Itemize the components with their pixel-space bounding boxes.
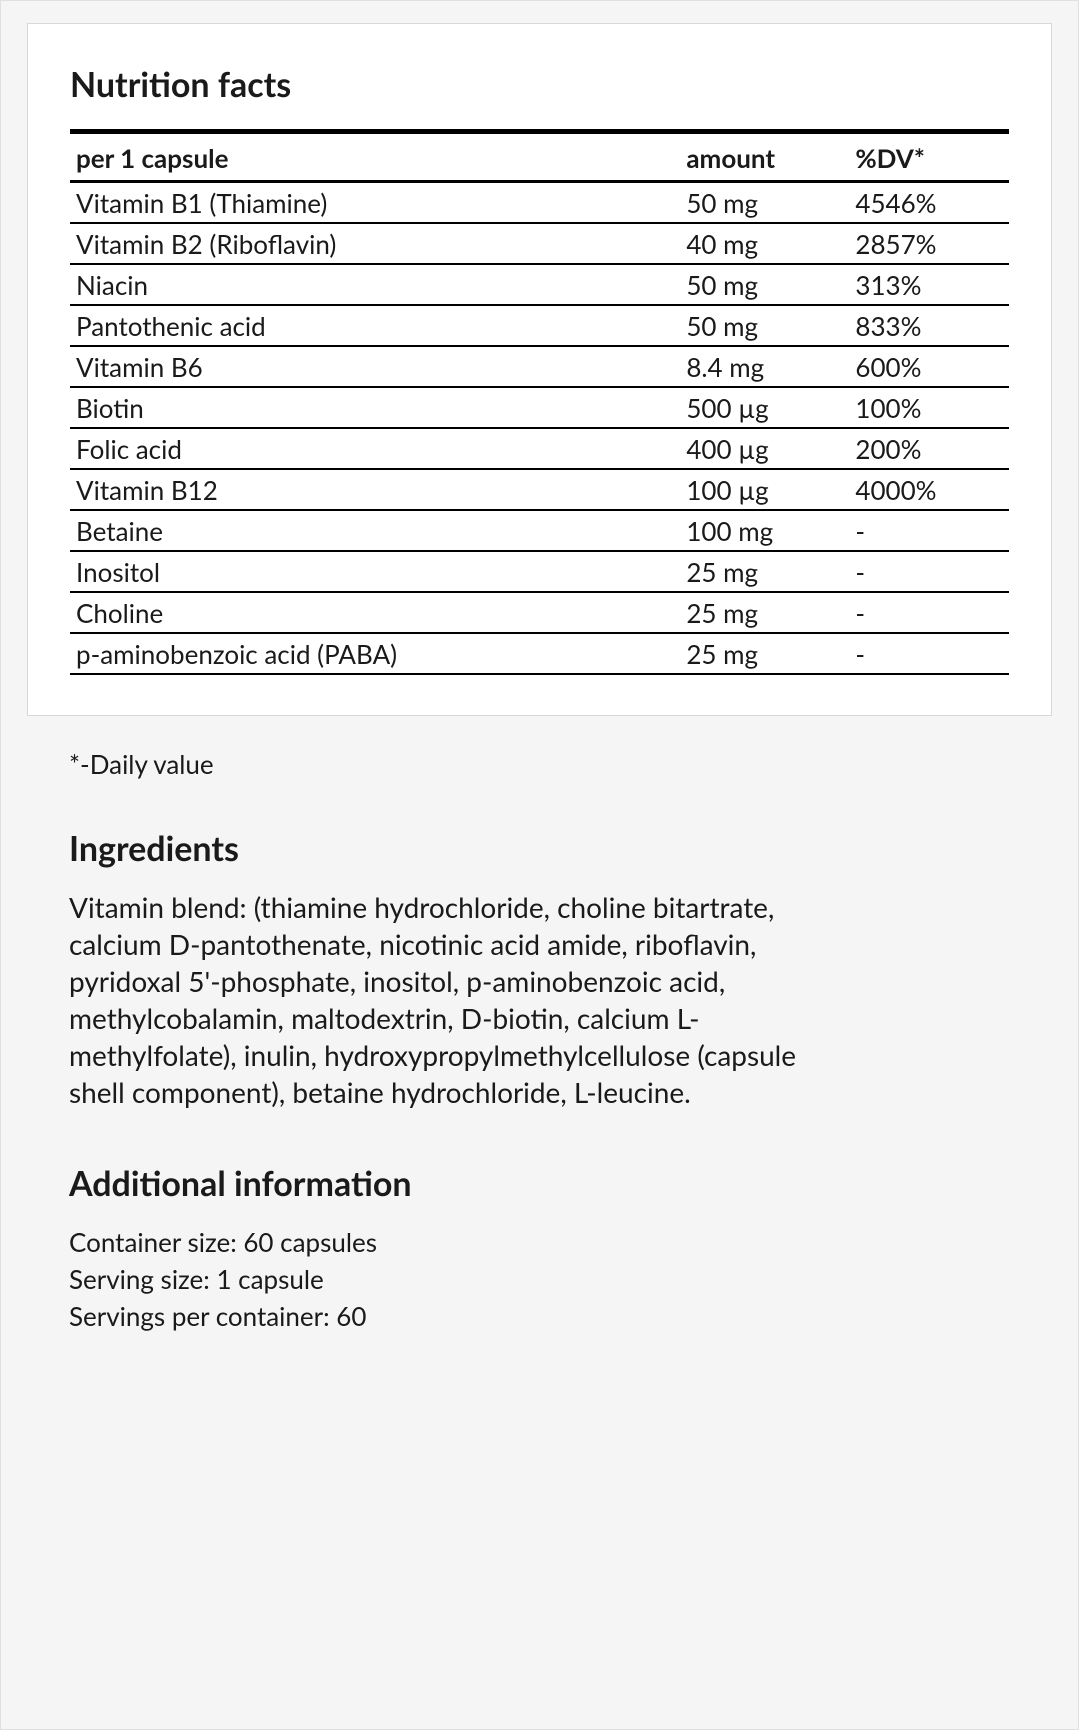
cell-name: Vitamin B12	[70, 469, 680, 510]
table-row: Biotin500 µg100%	[70, 387, 1009, 428]
cell-amount: 100 mg	[680, 510, 849, 551]
servings-per-container: Servings per container: 60	[69, 1298, 1010, 1335]
table-row: Vitamin B12100 µg4000%	[70, 469, 1009, 510]
cell-name: Pantothenic acid	[70, 305, 680, 346]
cell-amount: 25 mg	[680, 592, 849, 633]
cell-amount: 100 µg	[680, 469, 849, 510]
cell-dv: 833%	[849, 305, 1009, 346]
cell-amount: 50 mg	[680, 305, 849, 346]
nutrition-table: per 1 capsule amount %DV* Vitamin B1 (Th…	[70, 129, 1009, 675]
col-header-amount: amount	[680, 132, 849, 182]
table-row: Vitamin B68.4 mg600%	[70, 346, 1009, 387]
cell-name: Niacin	[70, 264, 680, 305]
below-panel: *-Daily value Ingredients Vitamin blend:…	[1, 748, 1078, 1374]
cell-name: Inositol	[70, 551, 680, 592]
cell-amount: 25 mg	[680, 551, 849, 592]
cell-dv: 4000%	[849, 469, 1009, 510]
ingredients-text: Vitamin blend: (thiamine hydrochloride, …	[69, 889, 829, 1111]
cell-dv: 600%	[849, 346, 1009, 387]
dv-footnote: *-Daily value	[69, 748, 1010, 780]
col-header-per: per 1 capsule	[70, 132, 680, 182]
cell-name: Biotin	[70, 387, 680, 428]
cell-name: Vitamin B2 (Riboflavin)	[70, 223, 680, 264]
container-size: Container size: 60 capsules	[69, 1224, 1010, 1261]
cell-amount: 8.4 mg	[680, 346, 849, 387]
ingredients-title: Ingredients	[69, 828, 1010, 869]
cell-dv: 200%	[849, 428, 1009, 469]
table-row: Betaine100 mg-	[70, 510, 1009, 551]
table-row: Vitamin B2 (Riboflavin)40 mg2857%	[70, 223, 1009, 264]
cell-dv: -	[849, 633, 1009, 674]
table-row: Niacin50 mg313%	[70, 264, 1009, 305]
cell-amount: 50 mg	[680, 182, 849, 224]
cell-dv: 100%	[849, 387, 1009, 428]
nutrition-panel: Nutrition facts per 1 capsule amount %DV…	[27, 23, 1052, 716]
cell-name: Betaine	[70, 510, 680, 551]
cell-amount: 40 mg	[680, 223, 849, 264]
cell-amount: 25 mg	[680, 633, 849, 674]
cell-name: p-aminobenzoic acid (PABA)	[70, 633, 680, 674]
cell-dv: 2857%	[849, 223, 1009, 264]
table-header-row: per 1 capsule amount %DV*	[70, 132, 1009, 182]
cell-name: Vitamin B1 (Thiamine)	[70, 182, 680, 224]
page-container: Nutrition facts per 1 capsule amount %DV…	[0, 0, 1079, 1730]
cell-name: Folic acid	[70, 428, 680, 469]
additional-title: Additional information	[69, 1163, 1010, 1204]
cell-amount: 500 µg	[680, 387, 849, 428]
cell-amount: 50 mg	[680, 264, 849, 305]
cell-dv: 4546%	[849, 182, 1009, 224]
cell-name: Vitamin B6	[70, 346, 680, 387]
cell-dv: -	[849, 510, 1009, 551]
col-header-dv: %DV*	[849, 132, 1009, 182]
cell-dv: -	[849, 551, 1009, 592]
table-row: Pantothenic acid50 mg833%	[70, 305, 1009, 346]
serving-size: Serving size: 1 capsule	[69, 1261, 1010, 1298]
table-row: Folic acid400 µg200%	[70, 428, 1009, 469]
cell-name: Choline	[70, 592, 680, 633]
table-row: Choline25 mg-	[70, 592, 1009, 633]
table-row: Vitamin B1 (Thiamine)50 mg4546%	[70, 182, 1009, 224]
table-row: Inositol25 mg-	[70, 551, 1009, 592]
table-row: p-aminobenzoic acid (PABA)25 mg-	[70, 633, 1009, 674]
cell-dv: -	[849, 592, 1009, 633]
cell-amount: 400 µg	[680, 428, 849, 469]
nutrition-title: Nutrition facts	[70, 64, 1009, 105]
cell-dv: 313%	[849, 264, 1009, 305]
